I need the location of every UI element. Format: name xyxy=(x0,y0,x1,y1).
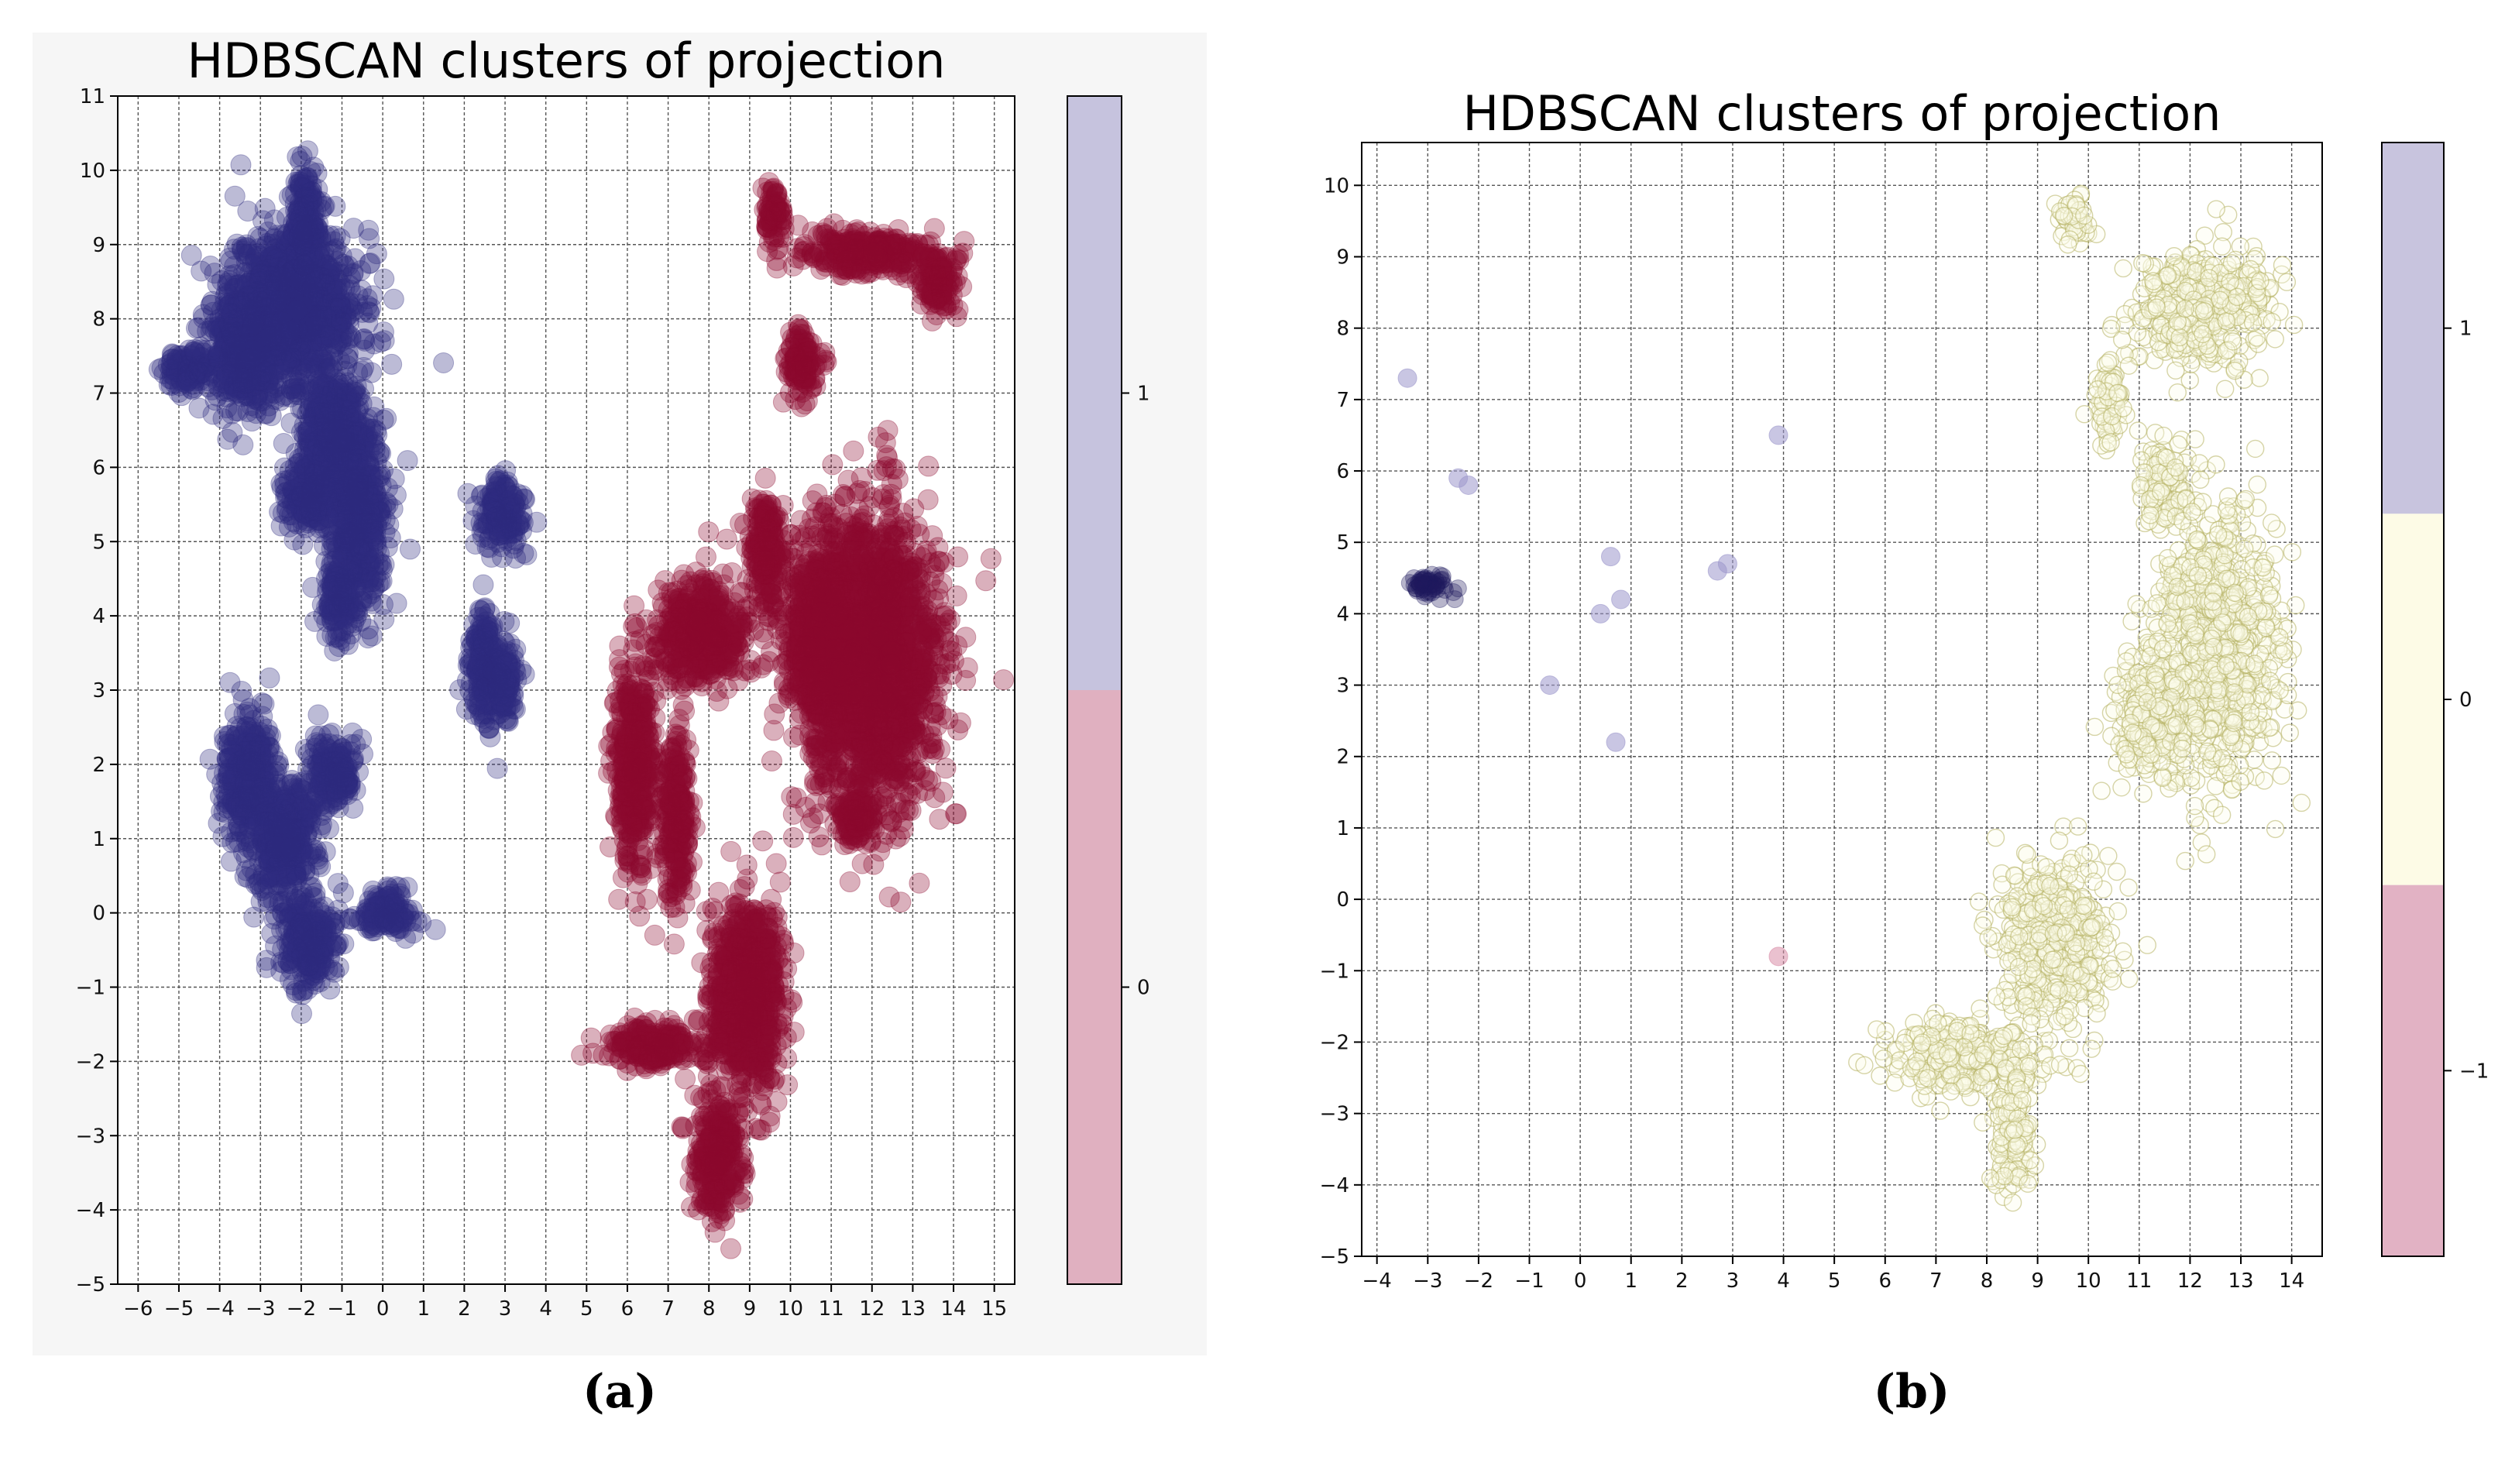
x-tick-label: −1 xyxy=(327,1297,356,1321)
x-tick-label: 8 xyxy=(703,1297,716,1321)
scatter-point xyxy=(318,256,339,278)
x-tick-label: 2 xyxy=(458,1297,471,1321)
y-tick-label: 9 xyxy=(92,234,105,257)
scatter-point xyxy=(253,337,274,359)
y-tick-label: 1 xyxy=(92,828,105,851)
y-tick-label: 8 xyxy=(92,308,105,331)
grid-a xyxy=(118,95,1015,1285)
x-tick-label: 15 xyxy=(981,1297,1007,1321)
series-cluster-1 xyxy=(148,140,548,1025)
y-tick-label: 7 xyxy=(92,383,105,406)
x-tick-label: 7 xyxy=(661,1297,675,1321)
x-tick-label: 12 xyxy=(859,1297,885,1321)
y-tick-label: 10 xyxy=(80,160,105,183)
x-tick-label: 4 xyxy=(539,1297,552,1321)
y-tick-label: −4 xyxy=(76,1199,105,1222)
y-tick-label: −3 xyxy=(76,1125,105,1148)
points-a xyxy=(148,140,1015,1259)
x-tick-label: 13 xyxy=(900,1297,926,1321)
x-tick-label: 11 xyxy=(819,1297,844,1321)
x-tick-label: 14 xyxy=(940,1297,966,1321)
x-tick-label: 1 xyxy=(417,1297,430,1321)
scatter-point xyxy=(301,284,323,306)
scatter-point xyxy=(321,275,343,297)
scatter-point xyxy=(275,267,297,289)
y-tick-label: 4 xyxy=(92,605,105,628)
scatter-point xyxy=(297,310,319,331)
x-tick-label: 6 xyxy=(621,1297,634,1321)
scatter-point xyxy=(318,267,340,289)
y-tick-label: −2 xyxy=(76,1050,105,1073)
y-tick-label: −5 xyxy=(76,1273,105,1297)
x-tick-label: −6 xyxy=(123,1297,153,1321)
x-tick-label: −2 xyxy=(287,1297,316,1321)
y-tick-label: 3 xyxy=(92,679,105,702)
scatter-point xyxy=(290,285,312,307)
x-tick-label: 9 xyxy=(744,1297,757,1321)
x-tick-label: 3 xyxy=(499,1297,512,1321)
y-tick-label: 5 xyxy=(92,531,105,554)
x-tick-label: 5 xyxy=(580,1297,593,1321)
y-tick-label: −1 xyxy=(76,977,105,1000)
scatter-point xyxy=(273,246,295,267)
x-tick-label: 0 xyxy=(376,1297,390,1321)
y-tick-label: 2 xyxy=(92,754,105,777)
scatter-point xyxy=(298,297,320,318)
scatter-point xyxy=(238,320,259,342)
scatter-point xyxy=(297,331,318,353)
y-tick-label: 6 xyxy=(92,456,105,479)
x-tick-label: −4 xyxy=(204,1297,234,1321)
scatter-point xyxy=(324,297,345,318)
scatter-point xyxy=(253,320,275,342)
x-tick-label: −5 xyxy=(164,1297,194,1321)
scatter-point xyxy=(253,338,274,360)
y-tick-label: 0 xyxy=(92,902,105,926)
y-tick-label: 11 xyxy=(80,85,105,108)
x-tick-label: −3 xyxy=(246,1297,275,1321)
x-tick-label: 10 xyxy=(778,1297,803,1321)
